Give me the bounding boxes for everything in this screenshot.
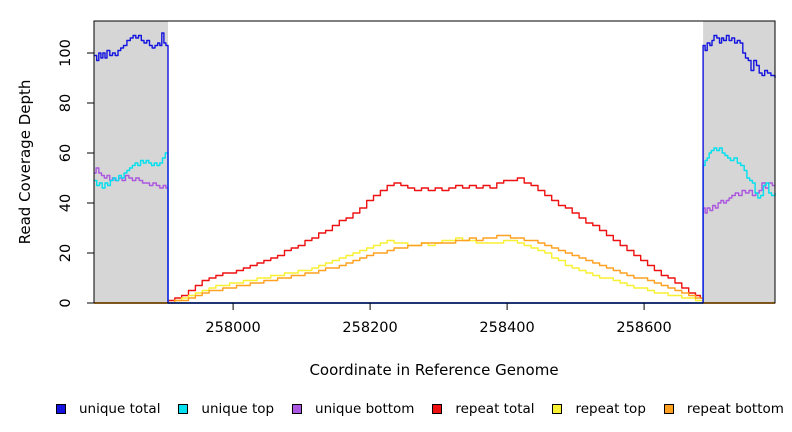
coverage-plot: 258000 258200 258400 258600 0 20 40 60 80 100 Coo… [16,20,776,379]
legend-label: unique bottom [315,401,415,417]
y-tick-label: 20 [58,244,74,262]
legend-item-repeat-total: repeat total [432,401,535,417]
legend-label: unique total [79,401,161,417]
series-repeat-top [94,237,775,304]
plot-layer: 258000 258200 258400 258600 0 20 40 60 80 100 [58,20,776,336]
legend-label: unique top [201,401,275,417]
legend-swatch-repeat-total [432,404,443,414]
legend-item-repeat-bottom: repeat bottom [663,401,784,417]
legend-item-unique-top: unique top [178,401,274,417]
series-repeat-bottom [94,234,775,304]
legend-swatch-unique-top [178,404,189,414]
x-axis-title: Coordinate in Reference Genome [309,361,558,379]
shaded-region [94,21,168,303]
x-tick-label: 258600 [616,320,671,336]
legend-label: repeat top [575,401,646,417]
legend-swatch-repeat-bottom [663,404,674,414]
series-repeat-total [94,177,775,304]
plot-border [93,20,776,304]
legend-swatch-repeat-top [552,404,563,414]
x-tick-label: 258000 [205,320,260,336]
y-axis-title: Read Coverage Depth [16,80,34,245]
legend-item-unique-bottom: unique bottom [292,401,414,417]
series-unique-top [94,147,776,304]
legend-label: repeat bottom [686,401,784,417]
shaded-region [703,21,775,303]
y-tick-label: 60 [58,144,74,162]
legend-item-repeat-top: repeat top [552,401,646,417]
y-tick-label: 40 [58,194,74,212]
legend: unique total unique top unique bottom repea… [56,398,784,420]
legend-label: repeat total [455,401,535,417]
y-tick-label: 0 [58,298,74,307]
y-tick-label: 100 [58,39,74,67]
series-unique-total [94,32,776,304]
y-tick-label: 80 [58,94,74,112]
x-tick-label: 258200 [342,320,397,336]
legend-swatch-unique-total [56,404,66,414]
legend-swatch-unique-bottom [292,404,303,414]
x-tick-label: 258400 [479,320,534,336]
legend-item-unique-total: unique total [56,401,160,417]
